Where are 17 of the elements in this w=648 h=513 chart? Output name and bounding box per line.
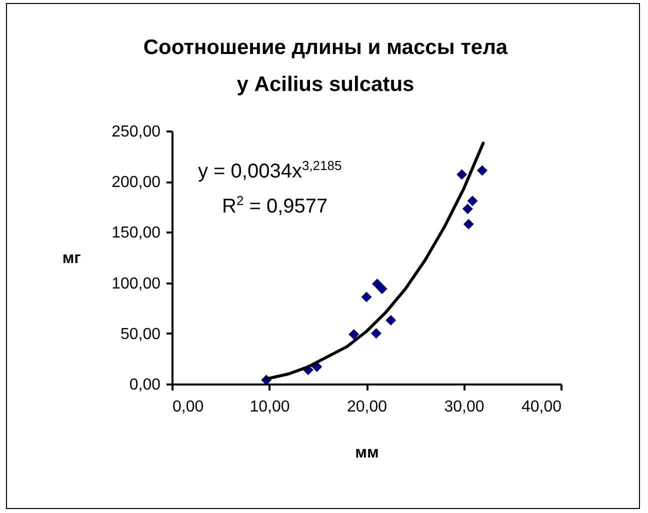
y-tick-label: 50,00 [120,326,161,343]
text: Соотношение длины и массы тела [143,36,508,59]
y-tick-label: 250,00 [112,124,161,140]
x-tick-label: 30,00 [444,398,484,416]
annotation: y = 0,0034x$^{3,2185}$ [198,157,342,183]
y-tick-label: 100,00 [112,275,161,292]
x-tick-label: 40,00 [521,398,562,416]
x-tick-label: 0,00 [172,398,204,416]
y-tick-label: 200,00 [112,174,161,192]
y-axis-title: мг [62,250,82,267]
x-tick-label: 10,00 [250,398,290,416]
y-tick-label: 150,00 [112,224,161,242]
text: у Acilius sulcatus [236,73,414,96]
annotation: R$^{2}$ = 0,9577 [222,192,328,218]
x-axis-title: мм [355,444,379,462]
x-tick-label: 20,00 [346,398,388,416]
y-tick-label: 0,00 [129,376,161,394]
